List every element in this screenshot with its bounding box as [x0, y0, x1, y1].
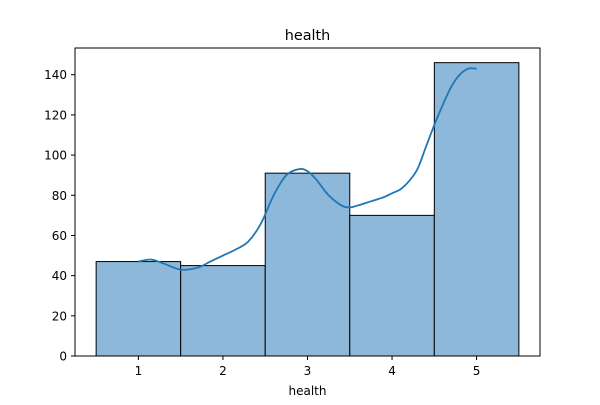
bar-3: [264, 172, 351, 357]
y-tick-label: 40: [52, 269, 67, 283]
x-tick-label: 1: [135, 364, 143, 378]
y-tick-label: 120: [44, 108, 67, 122]
x-tick-label: 4: [388, 364, 396, 378]
x-tick-label: 5: [473, 364, 481, 378]
bar-5: [433, 62, 520, 357]
y-tick-label: 60: [52, 229, 67, 243]
bar-4: [349, 214, 435, 357]
bar-2: [180, 265, 266, 357]
x-axis-label: health: [289, 384, 327, 398]
y-axis-ticks: 0 20 40 60 80 100 120 140: [44, 68, 75, 364]
bar-1: [95, 261, 182, 357]
kde-layer: [138, 67, 477, 271]
y-tick-label: 20: [52, 309, 67, 323]
chart-title: health: [285, 28, 331, 44]
x-tick-label: 3: [304, 364, 312, 378]
x-tick-label: 2: [219, 364, 227, 378]
x-axis-ticks: 1 2 3 4 5: [135, 356, 481, 378]
bars-layer: [95, 62, 520, 357]
y-tick-label: 0: [59, 350, 67, 364]
y-tick-label: 80: [52, 189, 67, 203]
y-tick-label: 140: [44, 68, 67, 82]
y-tick-label: 100: [44, 149, 67, 163]
kde-line: [138, 67, 477, 271]
